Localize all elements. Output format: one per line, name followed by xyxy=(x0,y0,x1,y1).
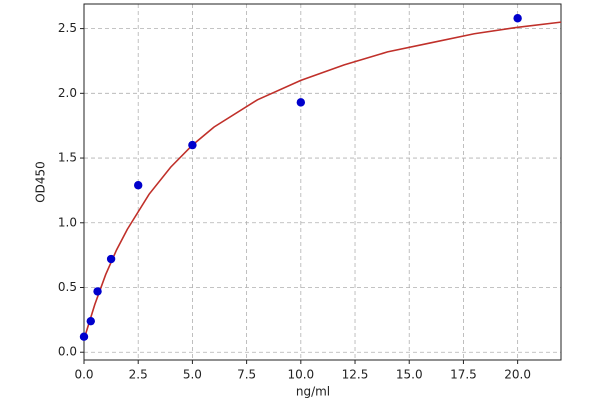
data-point xyxy=(296,98,306,107)
y-tick-label: 0.0 xyxy=(58,345,77,359)
y-tick-label: 0.5 xyxy=(58,280,77,294)
x-tick-label: 17.5 xyxy=(450,368,477,382)
data-point xyxy=(79,332,89,341)
y-axis-label: OD450 xyxy=(34,161,48,203)
plot-frame xyxy=(83,3,562,361)
x-tick-label: 2.5 xyxy=(129,368,148,382)
y-tick-label: 2.5 xyxy=(58,21,77,35)
y-tick-label: 2.0 xyxy=(58,86,77,100)
x-tick-label: 15.0 xyxy=(396,368,423,382)
x-tick-label: 10.0 xyxy=(287,368,314,382)
y-tick-label: 1.5 xyxy=(58,151,77,165)
x-tick-label: 5.0 xyxy=(183,368,202,382)
data-point xyxy=(134,181,143,190)
x-tick-label: 0.0 xyxy=(74,368,93,382)
data-point xyxy=(93,287,102,296)
x-tick-label: 7.5 xyxy=(237,368,256,382)
x-tick-label: 12.5 xyxy=(342,368,369,382)
x-tick-label: 20.0 xyxy=(504,368,531,382)
data-point xyxy=(513,14,522,23)
x-axis-label: ng/ml xyxy=(296,385,330,399)
y-tick-label: 1.0 xyxy=(58,215,77,229)
data-point xyxy=(86,316,95,326)
data-point xyxy=(188,140,197,150)
data-point xyxy=(106,254,116,264)
